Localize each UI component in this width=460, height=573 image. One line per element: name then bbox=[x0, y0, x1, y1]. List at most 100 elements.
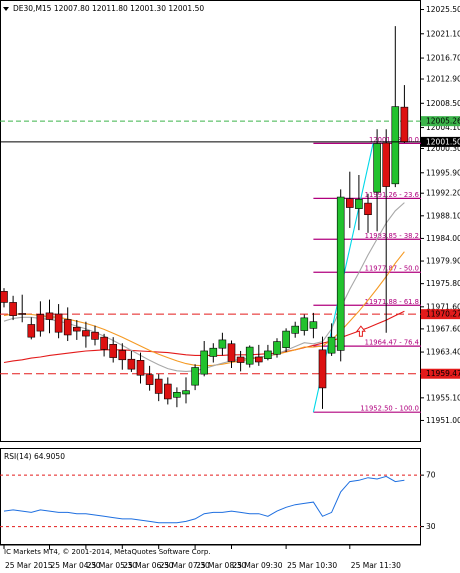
bid-line: 12001.50 bbox=[0, 136, 460, 147]
candle-body bbox=[27, 324, 36, 338]
candle-body bbox=[0, 291, 8, 303]
candle-body bbox=[45, 312, 54, 320]
y-tick-label: 12000.30 bbox=[426, 144, 460, 153]
symbol-header: DE30,M15 12007.80 12011.80 12001.30 1200… bbox=[13, 4, 204, 13]
candle-body bbox=[154, 378, 163, 394]
fib-level-label: 11952.50 - 100.0 bbox=[360, 405, 419, 413]
y-tick-label: 11975.80 bbox=[426, 279, 460, 288]
h-line-price-label: 11959.47 bbox=[426, 369, 460, 378]
candle-body bbox=[109, 344, 117, 358]
h-line-price-bg bbox=[421, 309, 460, 320]
x-tick-label: 25 Mar 06:30 bbox=[123, 561, 173, 570]
candle-body bbox=[245, 346, 254, 365]
candle-body bbox=[91, 331, 99, 340]
x-tick-label: 25 Mar 04:30 bbox=[51, 561, 101, 570]
fib-level-label: 11991.26 - 23.6 bbox=[365, 191, 419, 199]
price-y-axis: 12025.50 12021.10 12016.70 12012.90 12008.50… bbox=[421, 5, 460, 425]
x-tick-label: 25 Mar 11:30 bbox=[351, 561, 401, 570]
bid-price-label-bg bbox=[421, 136, 460, 147]
y-tick-label: 11951.00 bbox=[426, 416, 460, 425]
candle-body bbox=[309, 321, 318, 329]
y-tick-label: 11984.00 bbox=[426, 234, 460, 243]
candle-body bbox=[63, 319, 72, 336]
triangle-down-icon[interactable] bbox=[3, 7, 9, 11]
rsi-title: RSI(14) 64.9050 bbox=[4, 452, 65, 461]
candle-body bbox=[382, 142, 391, 187]
candle-body bbox=[255, 356, 263, 363]
y-tick-label: 11995.90 bbox=[426, 168, 460, 177]
candle-body bbox=[236, 356, 245, 363]
candle-body bbox=[82, 330, 90, 337]
x-tick-label: 25 Mar 07:30 bbox=[160, 561, 210, 570]
fib-level-label: 11983.85 - 38.2 bbox=[365, 232, 419, 240]
y-tick-label: 11963.40 bbox=[426, 348, 460, 357]
candle-body bbox=[164, 383, 172, 400]
candle-body bbox=[18, 313, 27, 315]
y-tick-label: 11967.60 bbox=[426, 324, 460, 333]
candle-body bbox=[345, 198, 354, 208]
candle-body bbox=[300, 317, 309, 331]
markers bbox=[355, 325, 366, 337]
y-tick-label: 11955.10 bbox=[426, 393, 460, 402]
y-tick-label: 11988.10 bbox=[426, 211, 460, 220]
candle-body bbox=[191, 367, 199, 386]
candle-body bbox=[364, 202, 372, 216]
candle-body bbox=[54, 313, 63, 333]
candle-body bbox=[400, 106, 409, 143]
candle-body bbox=[318, 349, 327, 389]
candle-body bbox=[36, 314, 45, 332]
candle-body bbox=[355, 198, 363, 209]
candle-body bbox=[282, 330, 290, 348]
candle-body bbox=[173, 392, 181, 398]
y-tick-label: 12004.10 bbox=[426, 123, 460, 132]
candle-body bbox=[127, 358, 136, 370]
y-tick-label: 12012.90 bbox=[426, 75, 460, 84]
candle-body bbox=[209, 347, 218, 357]
price-pane-frame bbox=[0, 0, 421, 442]
ask-price-label: 12005.26 bbox=[426, 117, 460, 126]
ask-price-label-bg bbox=[421, 116, 460, 127]
y-tick-label: 11992.20 bbox=[426, 189, 460, 198]
rsi-level-label: 30 bbox=[426, 522, 436, 531]
ask-line: 12005.26 bbox=[0, 116, 460, 127]
rsi-level-label: 70 bbox=[426, 471, 436, 480]
fib-level-label: 11964.47 - 76.4 bbox=[365, 339, 419, 347]
candle-body bbox=[391, 106, 400, 185]
candle-body bbox=[273, 341, 281, 355]
candle-body bbox=[73, 326, 81, 332]
bid-price-label: 12001.50 bbox=[426, 137, 460, 146]
candle-body bbox=[227, 343, 236, 362]
candle-body bbox=[264, 350, 272, 359]
y-tick-label: 12016.70 bbox=[426, 54, 460, 63]
candles bbox=[0, 26, 409, 409]
h-line-price-label: 11970.27 bbox=[426, 310, 460, 319]
up-arrow-icon bbox=[355, 325, 366, 337]
rsi-pane-frame bbox=[0, 448, 421, 545]
x-tick-label: 25 Mar 05:30 bbox=[87, 561, 137, 570]
candle-body bbox=[118, 350, 127, 361]
copyright-text: IC Markets MT4, © 2001-2014, MetaQuotes … bbox=[4, 548, 211, 556]
candle-body bbox=[218, 339, 227, 349]
candle-body bbox=[100, 336, 108, 350]
horizontal-lines: 11970.27 11959.47 bbox=[0, 309, 460, 379]
candle-body bbox=[182, 390, 190, 395]
candle-body bbox=[373, 143, 381, 193]
y-tick-label: 12025.50 bbox=[426, 5, 460, 14]
y-tick-label: 11971.60 bbox=[426, 302, 460, 311]
candle-body bbox=[145, 374, 154, 385]
candle-body bbox=[9, 302, 17, 316]
h-line-price-bg bbox=[421, 368, 460, 379]
candle-body bbox=[291, 325, 300, 334]
candle-body bbox=[200, 350, 208, 375]
y-tick-label: 11979.90 bbox=[426, 257, 460, 266]
x-tick-label: 25 Mar 2015 bbox=[5, 561, 53, 570]
candle-body bbox=[136, 360, 145, 376]
candle-body bbox=[336, 196, 345, 351]
fib-level-label: 11971.88 - 61.8 bbox=[365, 298, 419, 306]
x-tick-label: 25 Mar 09:30 bbox=[233, 561, 283, 570]
x-tick-label: 25 Mar 10:30 bbox=[287, 561, 337, 570]
candle-body bbox=[327, 336, 336, 354]
